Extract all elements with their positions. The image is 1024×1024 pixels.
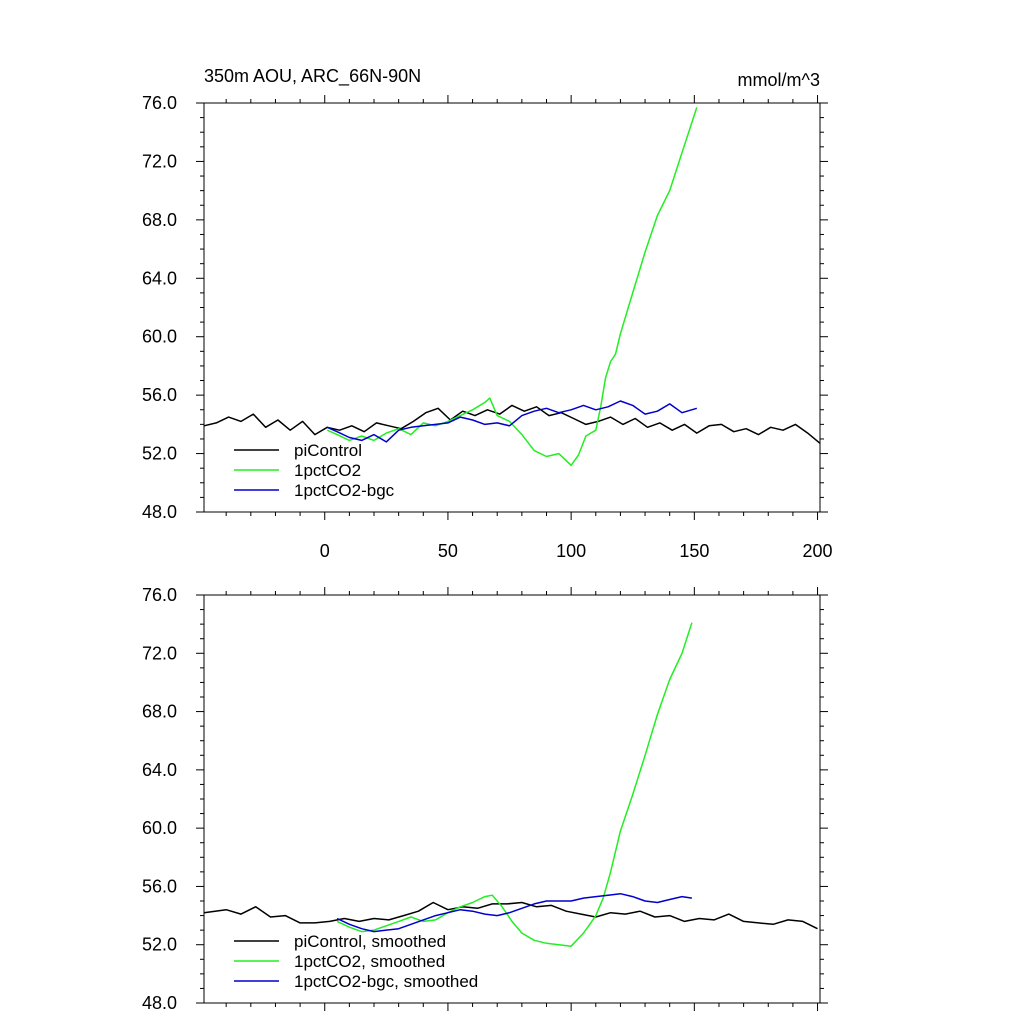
top-ytick-label: 68.0 [142,210,177,230]
top-legend-label: 1pctCO2 [294,461,361,480]
bottom-series-line-3 [336,892,693,933]
bottom-ytick-label: 52.0 [142,935,177,955]
bottom-ytick-label: 72.0 [142,643,177,663]
top-xtick-label: 150 [679,541,709,561]
bottom-panel: 48.0 52.0 56.0 60.0 64.0 68.0 72.0 76.0 piContro… [142,585,828,1013]
top-panel: 350m AOU, ARC_66N-90N mmol/m^3 48.0 52.0 5… [142,66,833,561]
top-xtick-label: 50 [438,541,458,561]
top-xtick-label: 100 [556,541,586,561]
top-ytick-label: 76.0 [142,93,177,113]
bottom-legend-label: 1pctCO2-bgc, smoothed [294,972,478,991]
bottom-legend-label: piControl, smoothed [294,932,446,951]
top-legend-label: piControl [294,441,362,460]
top-ytick-label: 48.0 [142,502,177,522]
top-series-line-2 [326,107,698,467]
top-ytick-label: 64.0 [142,268,177,288]
top-ytick-label: 56.0 [142,385,177,405]
bottom-ytick-label: 76.0 [142,585,177,605]
top-series-line-3 [326,400,698,443]
bottom-legend-label: 1pctCO2, smoothed [294,952,445,971]
top-panel-units: mmol/m^3 [738,70,820,90]
bottom-ytick-label: 60.0 [142,818,177,838]
bottom-ytick-label: 64.0 [142,760,177,780]
top-legend-label: 1pctCO2-bgc [294,481,395,500]
top-xtick-label: 200 [803,541,833,561]
bottom-ytick-label: 48.0 [142,993,177,1013]
bottom-series-line-1 [203,901,818,930]
bottom-ytick-label: 68.0 [142,702,177,722]
top-series-line-1 [203,404,821,444]
bottom-series-line-2 [336,622,693,947]
top-xtick-label: 0 [320,541,330,561]
top-panel-title: 350m AOU, ARC_66N-90N [204,66,421,87]
top-ytick-label: 60.0 [142,327,177,347]
bottom-ytick-label: 56.0 [142,876,177,896]
top-ytick-label: 52.0 [142,444,177,464]
top-ytick-label: 72.0 [142,151,177,171]
